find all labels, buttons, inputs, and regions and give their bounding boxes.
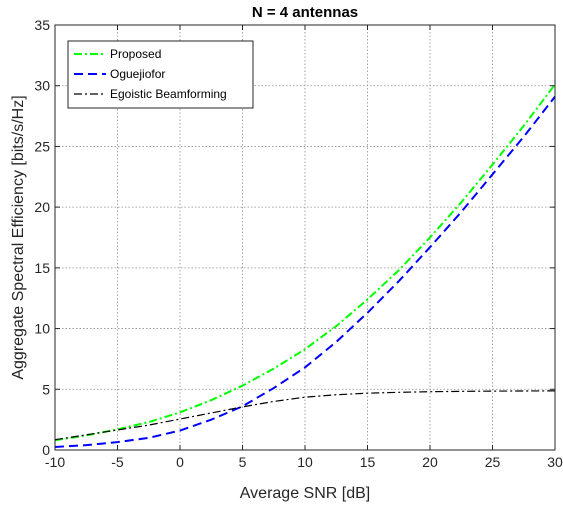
legend: Proposed Oguejiofor Egoistic Beamforming — [68, 41, 253, 108]
legend-label: Proposed — [110, 47, 161, 61]
x-tick-label: 5 — [239, 454, 247, 470]
x-tick-label: 30 — [547, 454, 563, 470]
y-tick-label: 0 — [42, 442, 50, 458]
x-tick-label: 15 — [360, 454, 376, 470]
x-axis-label: Average SNR [dB] — [240, 485, 370, 502]
legend-label: Egoistic Beamforming — [110, 87, 227, 101]
x-tick-label: 10 — [297, 454, 313, 470]
chart-title: N = 4 antennas — [252, 4, 358, 21]
y-tick-label: 25 — [34, 138, 50, 154]
y-axis-label: Aggregate Spectral Efficiency [bits/s/Hz… — [10, 95, 27, 379]
legend-label: Oguejiofor — [110, 67, 165, 81]
x-tick-label: -5 — [111, 454, 124, 470]
y-tick-label: 30 — [34, 78, 50, 94]
y-tick-label: 10 — [34, 321, 50, 337]
y-tick-label: 5 — [42, 381, 50, 397]
x-tick-label: 0 — [176, 454, 184, 470]
y-tick-label: 20 — [34, 199, 50, 215]
x-tick-label: 20 — [422, 454, 438, 470]
x-tick-label: 25 — [485, 454, 501, 470]
y-tick-label: 35 — [34, 17, 50, 33]
y-tick-label: 15 — [34, 260, 50, 276]
